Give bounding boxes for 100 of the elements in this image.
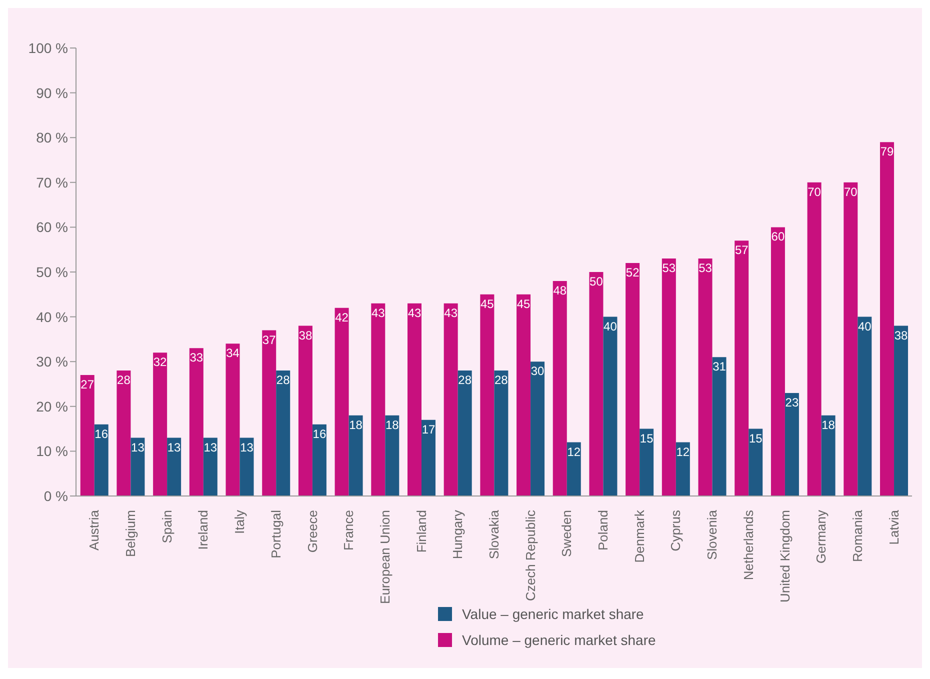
bar <box>698 258 712 496</box>
x-tick-label: Cyprus <box>668 510 684 552</box>
data-label: 60 <box>771 230 785 244</box>
bar <box>130 438 145 496</box>
x-tick-label: Italy <box>232 510 248 534</box>
data-label: 43 <box>408 306 422 320</box>
data-label: 28 <box>494 373 508 388</box>
x-tick-label: France <box>341 510 356 550</box>
x-tick-label: Portugal <box>268 510 284 558</box>
bar <box>407 303 422 496</box>
data-label: 52 <box>626 266 640 280</box>
bar <box>784 392 799 496</box>
bar <box>807 182 822 496</box>
data-label: 18 <box>385 418 400 432</box>
data-label: 50 <box>590 274 604 289</box>
y-tick-label: 60 % <box>36 219 68 236</box>
bar <box>458 370 472 496</box>
data-label: 32 <box>153 355 168 370</box>
bar <box>844 182 858 496</box>
data-label: 17 <box>422 422 436 436</box>
data-label: 53 <box>662 261 676 276</box>
data-label: 48 <box>553 283 567 298</box>
y-tick-label: 50 % <box>36 264 68 280</box>
x-tick-label: Netherlands <box>740 510 756 580</box>
bar <box>880 142 894 496</box>
data-label: 33 <box>190 350 204 365</box>
data-label: 40 <box>604 319 618 334</box>
x-tick-label: Sweden <box>559 510 574 557</box>
bar <box>298 326 312 496</box>
bar <box>858 316 872 496</box>
data-label: 79 <box>880 144 894 159</box>
x-tick-label: Denmark <box>632 510 647 563</box>
data-label: 31 <box>712 360 726 374</box>
bar <box>640 428 654 496</box>
data-label: 23 <box>785 395 799 410</box>
y-tick-label: 30 % <box>36 354 68 370</box>
data-label: 42 <box>335 310 349 324</box>
data-label: 12 <box>567 444 581 459</box>
x-tick-label: Romania <box>850 509 865 562</box>
bar <box>626 263 640 496</box>
data-label: 43 <box>444 306 458 320</box>
bar <box>566 442 581 496</box>
x-tick-label: Hungary <box>450 510 466 560</box>
data-label: 16 <box>94 426 108 441</box>
bar <box>712 357 726 496</box>
y-tick-label: 100 % <box>28 40 68 56</box>
bar <box>153 352 168 496</box>
data-label: 70 <box>808 184 822 199</box>
x-tick-label: European Union <box>377 510 392 604</box>
bar <box>276 370 290 496</box>
data-label: 13 <box>167 440 182 454</box>
bar <box>116 370 131 496</box>
x-tick-label: Slovakia <box>486 509 502 560</box>
bar <box>371 303 386 496</box>
data-label: 28 <box>276 373 290 388</box>
data-label: 13 <box>131 440 145 454</box>
data-label: 57 <box>734 243 749 258</box>
x-tick-label: Belgium <box>123 510 138 557</box>
bar <box>530 362 545 496</box>
data-label: 34 <box>226 346 240 360</box>
y-tick-label: 80 % <box>36 130 68 146</box>
legend-label: Volume – generic market share <box>462 632 656 648</box>
data-label: 30 <box>530 364 545 378</box>
data-label: 16 <box>312 426 326 441</box>
data-label: 70 <box>844 184 858 199</box>
y-tick-label: 70 % <box>36 174 68 190</box>
x-tick-label: Ireland <box>196 510 211 550</box>
bar <box>226 344 240 496</box>
bar <box>552 280 567 496</box>
data-label: 28 <box>117 373 131 388</box>
y-tick-label: 20 % <box>36 398 68 414</box>
bar <box>734 240 749 496</box>
bar <box>167 438 182 496</box>
x-tick-label: Spain <box>159 510 174 544</box>
data-label: 28 <box>458 373 472 388</box>
bar <box>444 303 458 496</box>
data-label: 13 <box>204 440 218 454</box>
x-tick-label: Poland <box>596 510 611 550</box>
bar <box>480 294 494 496</box>
bar <box>770 227 785 496</box>
data-label: 15 <box>748 431 763 446</box>
bar <box>516 294 531 496</box>
bar <box>894 326 908 496</box>
data-label: 13 <box>240 440 254 454</box>
data-label: 45 <box>480 296 494 311</box>
x-tick-label: Latvia <box>886 509 902 545</box>
bar <box>240 438 254 496</box>
bar <box>821 415 836 496</box>
x-tick-label: Czech Republic <box>522 510 538 602</box>
x-tick-label: Finland <box>414 510 429 553</box>
data-label: 37 <box>262 332 276 347</box>
x-tick-label: Greece <box>304 510 320 553</box>
data-label: 18 <box>822 418 836 432</box>
bar <box>312 424 326 496</box>
bar <box>385 415 400 496</box>
x-tick-label: Slovenia <box>704 509 720 560</box>
data-label: 12 <box>676 444 690 459</box>
y-tick-label: 10 % <box>36 443 68 460</box>
data-label: 38 <box>298 328 312 342</box>
data-label: 43 <box>371 306 386 320</box>
